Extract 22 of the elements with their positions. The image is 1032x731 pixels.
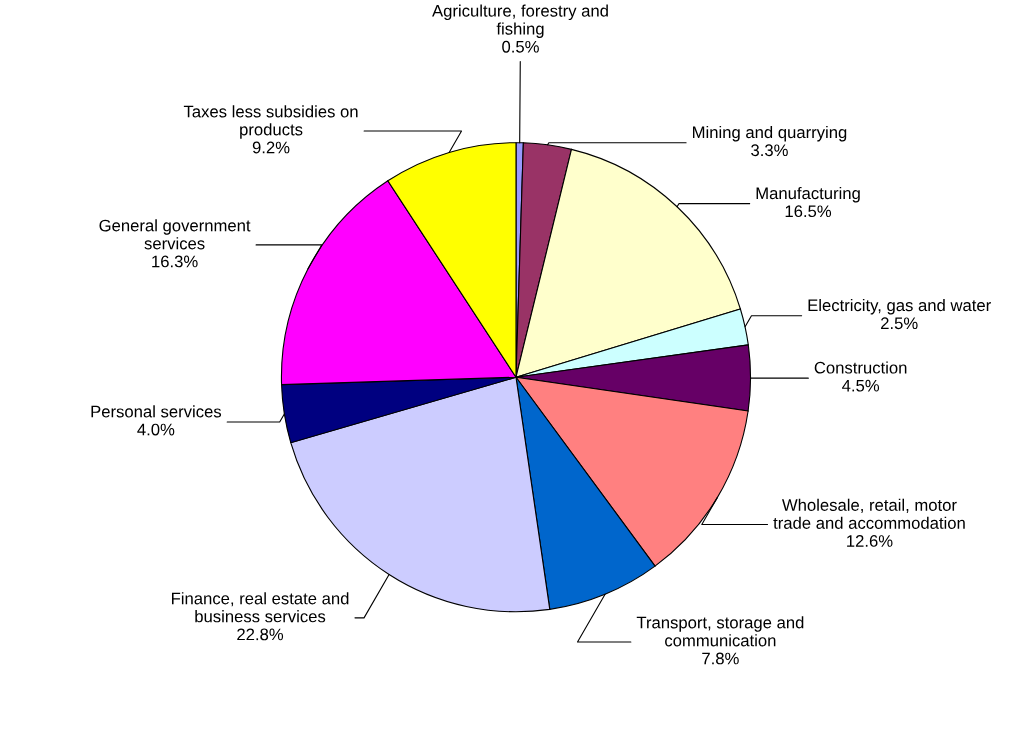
data-label: 16.5% xyxy=(785,205,832,218)
data-label: 16.3% xyxy=(152,255,198,268)
slice-label: Personal services xyxy=(91,405,222,418)
slice-label: General government services xyxy=(99,219,251,250)
slice-label: Construction xyxy=(814,361,907,374)
slice-label: Taxes less subsidies on products xyxy=(183,105,358,139)
slice-label: Electricity, gas and water xyxy=(808,298,991,315)
slice-label: Wholesale, retail, motor trade and accommodation xyxy=(773,498,965,529)
data-label: 7.8% xyxy=(702,652,739,665)
data-label: 4.5% xyxy=(842,379,880,392)
data-label: 22.8% xyxy=(237,628,284,641)
slice-label: Finance, real estate and business services xyxy=(172,592,349,623)
slice-label: Transport, storage and communication xyxy=(636,616,804,647)
slice-label: Mining and quarrying xyxy=(693,125,847,142)
slice-label: Agriculture, forestry and fishing xyxy=(432,4,608,38)
slice-label: Manufacturing xyxy=(756,186,860,203)
data-label: 12.6% xyxy=(847,535,893,547)
data-label: 9.2% xyxy=(252,141,290,154)
data-label: 2.5% xyxy=(881,317,918,330)
data-label: 3.3% xyxy=(751,144,788,157)
data-label: 4.0% xyxy=(137,423,175,436)
data-label: 0.5% xyxy=(502,40,539,53)
